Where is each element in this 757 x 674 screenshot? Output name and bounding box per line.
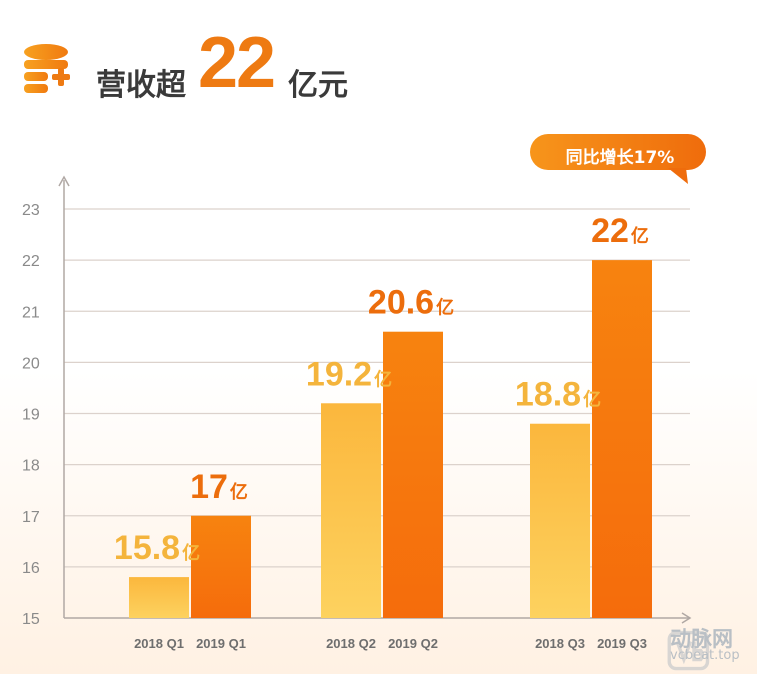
y-tick-label: 16 bbox=[22, 560, 40, 577]
y-axis-arrow-icon bbox=[58, 175, 70, 187]
y-tick-label: 23 bbox=[22, 202, 40, 219]
y-tick-label: 15 bbox=[22, 611, 40, 628]
vb-logo-icon bbox=[667, 630, 710, 671]
data-labels: 15.8 亿17 亿19.2 亿20.6 亿18.8 亿22 亿 bbox=[114, 212, 649, 567]
yoy-growth-text: 同比增长17% bbox=[565, 148, 675, 168]
watermark-name: 动脉网 bbox=[670, 627, 733, 651]
y-tick-label: 20 bbox=[22, 355, 40, 372]
data-label-value: 20.6 bbox=[368, 284, 434, 322]
y-tick-label: 17 bbox=[22, 509, 40, 526]
data-label-value: 19.2 bbox=[306, 355, 372, 393]
page-title-suffix: 亿元 bbox=[288, 68, 348, 103]
data-label-unit: 亿 bbox=[182, 542, 200, 563]
x-tick-label: 2019 Q1 bbox=[196, 636, 246, 651]
data-label-unit: 亿 bbox=[436, 297, 454, 318]
x-tick-label: 2019 Q2 bbox=[388, 636, 438, 651]
y-tick-label: 18 bbox=[22, 458, 40, 475]
data-label: 20.6 亿 bbox=[368, 284, 454, 322]
yoy-growth-callout bbox=[530, 134, 706, 184]
bar-2018-q2 bbox=[321, 403, 381, 618]
x-axis-arrow-icon bbox=[681, 612, 692, 624]
data-label-unit: 亿 bbox=[374, 368, 392, 389]
data-label-unit: 亿 bbox=[230, 481, 248, 502]
bar-2018-q3 bbox=[530, 423, 590, 618]
data-label-value: 17 bbox=[190, 468, 228, 506]
bar-2018-q1 bbox=[129, 577, 189, 618]
data-label-unit: 亿 bbox=[631, 225, 649, 246]
bars bbox=[129, 260, 652, 618]
page-title-number: 22 bbox=[198, 23, 276, 103]
x-tick-label: 2019 Q3 bbox=[597, 636, 647, 651]
x-tick-label: 2018 Q3 bbox=[535, 636, 585, 651]
y-tick-label: 21 bbox=[22, 304, 40, 321]
data-label: 15.8 亿 bbox=[114, 529, 200, 567]
watermark-site: vcbeat.top bbox=[670, 648, 740, 663]
coin-stack-plus-icon bbox=[24, 44, 70, 93]
page-title-prefix: 营收超 bbox=[96, 68, 186, 103]
data-label-value: 22 bbox=[591, 212, 629, 250]
data-label-value: 18.8 bbox=[515, 376, 581, 414]
y-tick-label: 19 bbox=[22, 407, 40, 424]
x-tick-label: 2018 Q2 bbox=[326, 636, 376, 651]
bar-2019-q1 bbox=[191, 515, 251, 618]
bar-2019-q2 bbox=[383, 331, 443, 618]
data-label: 17 亿 bbox=[190, 468, 248, 506]
data-label-unit: 亿 bbox=[583, 389, 601, 410]
bar-2019-q3 bbox=[592, 260, 652, 618]
data-label: 22 亿 bbox=[591, 212, 649, 250]
tick-labels: 15 16 17 18 19 20 21 22 23 2018 Q1 2019 Q1 2018 Q2 2… bbox=[22, 202, 647, 651]
data-label-value: 15.8 bbox=[114, 529, 180, 567]
y-tick-label: 22 bbox=[22, 253, 40, 270]
data-label: 18.8 亿 bbox=[515, 376, 601, 414]
x-tick-label: 2018 Q1 bbox=[134, 636, 184, 651]
data-label: 19.2 亿 bbox=[306, 355, 392, 393]
